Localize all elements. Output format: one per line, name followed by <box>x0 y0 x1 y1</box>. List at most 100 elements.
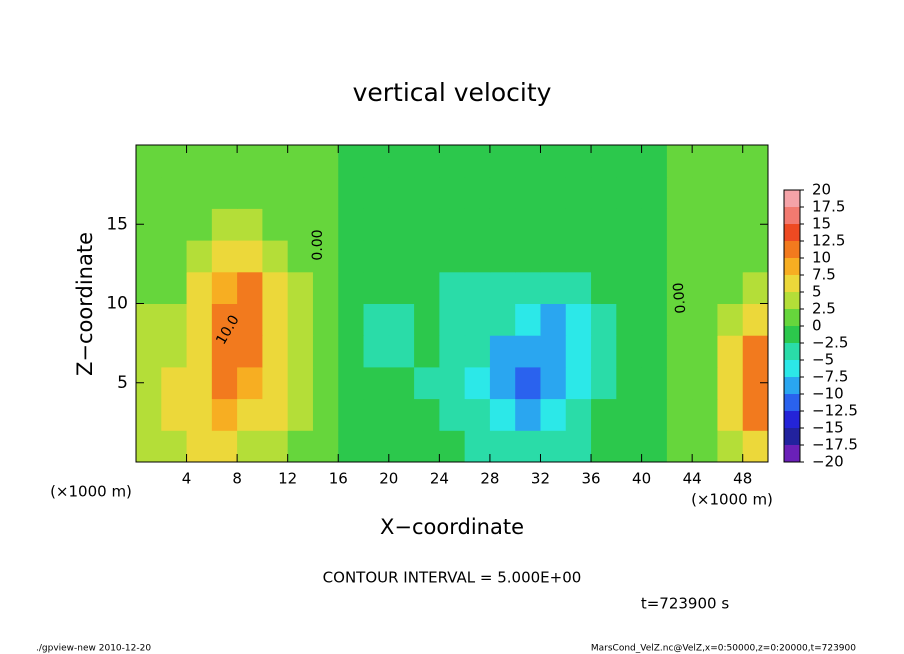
colorbar-bin <box>784 326 800 343</box>
field-cell <box>312 335 339 368</box>
field-cell <box>591 145 617 178</box>
field-cell <box>515 303 541 336</box>
colorbar-label: −10 <box>812 385 844 403</box>
field-cell <box>262 176 289 209</box>
field-cell <box>515 208 541 241</box>
colorbar-label: 5 <box>812 283 822 301</box>
field-cell <box>363 303 390 336</box>
field-cell <box>717 145 744 178</box>
field-cell <box>692 271 718 304</box>
field-cell <box>666 271 693 304</box>
field-cell <box>616 145 643 178</box>
field-cell <box>565 366 592 400</box>
field-cell <box>237 208 263 241</box>
x-tick-label: 24 <box>430 470 449 488</box>
x-tick-label: 20 <box>379 470 398 488</box>
field-cell <box>388 240 415 273</box>
field-cell <box>363 145 390 178</box>
field-cell <box>287 366 314 400</box>
field-cell <box>161 271 188 304</box>
field-cell <box>591 366 617 400</box>
colorbar-bin <box>784 309 800 326</box>
field-cell <box>540 303 567 336</box>
field-cell <box>186 240 213 273</box>
field-cell <box>692 240 718 273</box>
colorbar-label: −2.5 <box>812 334 848 352</box>
field-cell <box>287 176 314 209</box>
field-cell <box>591 430 617 463</box>
field-cell <box>464 303 491 336</box>
field-cell <box>489 335 516 368</box>
field-cell <box>515 398 541 431</box>
field-cell <box>742 430 769 463</box>
x-tick-label: 32 <box>531 470 550 488</box>
colorbar-label: −17.5 <box>812 436 858 454</box>
field-cell <box>641 176 668 209</box>
field-cell <box>540 335 567 368</box>
field-cell <box>237 240 263 273</box>
colorbar-label: 20 <box>812 181 831 199</box>
field-cell <box>414 303 440 336</box>
field-cell <box>161 145 188 178</box>
field-cell <box>388 398 415 431</box>
field-cell <box>414 366 440 400</box>
field-cell <box>338 240 365 273</box>
field-cell <box>616 398 643 431</box>
field-cell <box>186 303 213 336</box>
field-cell <box>186 271 213 304</box>
field-cell <box>237 303 263 336</box>
x-tick-label: 16 <box>329 470 348 488</box>
field-cell <box>338 430 365 463</box>
field-cell <box>565 240 592 273</box>
colorbar-bin <box>784 190 800 207</box>
y-tick-label: 5 <box>117 373 128 393</box>
field-cell <box>237 271 263 304</box>
field-cell <box>591 398 617 431</box>
field-cell <box>211 176 238 209</box>
field-cell <box>565 176 592 209</box>
field-cell <box>312 176 339 209</box>
field-cell <box>540 271 567 304</box>
colorbar-label: 17.5 <box>812 198 845 216</box>
field-cell <box>641 240 668 273</box>
field-cell <box>616 430 643 463</box>
field-cell <box>262 366 289 400</box>
field-cell <box>717 430 744 463</box>
field-cell <box>262 271 289 304</box>
colorbar-label: 7.5 <box>812 266 836 284</box>
x-tick-label: 4 <box>182 470 192 488</box>
field-cell <box>641 335 668 368</box>
field-cell <box>312 240 339 273</box>
field-cell <box>287 398 314 431</box>
field-cell <box>692 145 718 178</box>
field-cell <box>464 271 491 304</box>
colorbar-bin <box>784 292 800 309</box>
field-cell <box>136 240 162 273</box>
x-tick-label: 28 <box>480 470 499 488</box>
colorbar-label: −5 <box>812 351 834 369</box>
field-cell <box>287 208 314 241</box>
field-cell <box>262 430 289 463</box>
field-cell <box>312 430 339 463</box>
field-cell <box>666 398 693 431</box>
x-tick-label: 48 <box>733 470 752 488</box>
field-cell <box>717 303 744 336</box>
x-tick-label: 36 <box>581 470 600 488</box>
field-cell <box>666 335 693 368</box>
field-cell <box>161 240 188 273</box>
field-cell <box>515 335 541 368</box>
field-cell <box>666 430 693 463</box>
field-cell <box>262 240 289 273</box>
field-cell <box>211 430 238 463</box>
field-cell <box>515 145 541 178</box>
colorbar-bin <box>784 360 800 377</box>
field-cell <box>287 240 314 273</box>
field-cell <box>211 366 238 400</box>
field-cell <box>540 145 567 178</box>
field-cell <box>136 271 162 304</box>
field-cell <box>692 430 718 463</box>
field-cell <box>211 145 238 178</box>
field-cell <box>363 176 390 209</box>
field-cell <box>641 145 668 178</box>
x-tick-label: 44 <box>683 470 702 488</box>
